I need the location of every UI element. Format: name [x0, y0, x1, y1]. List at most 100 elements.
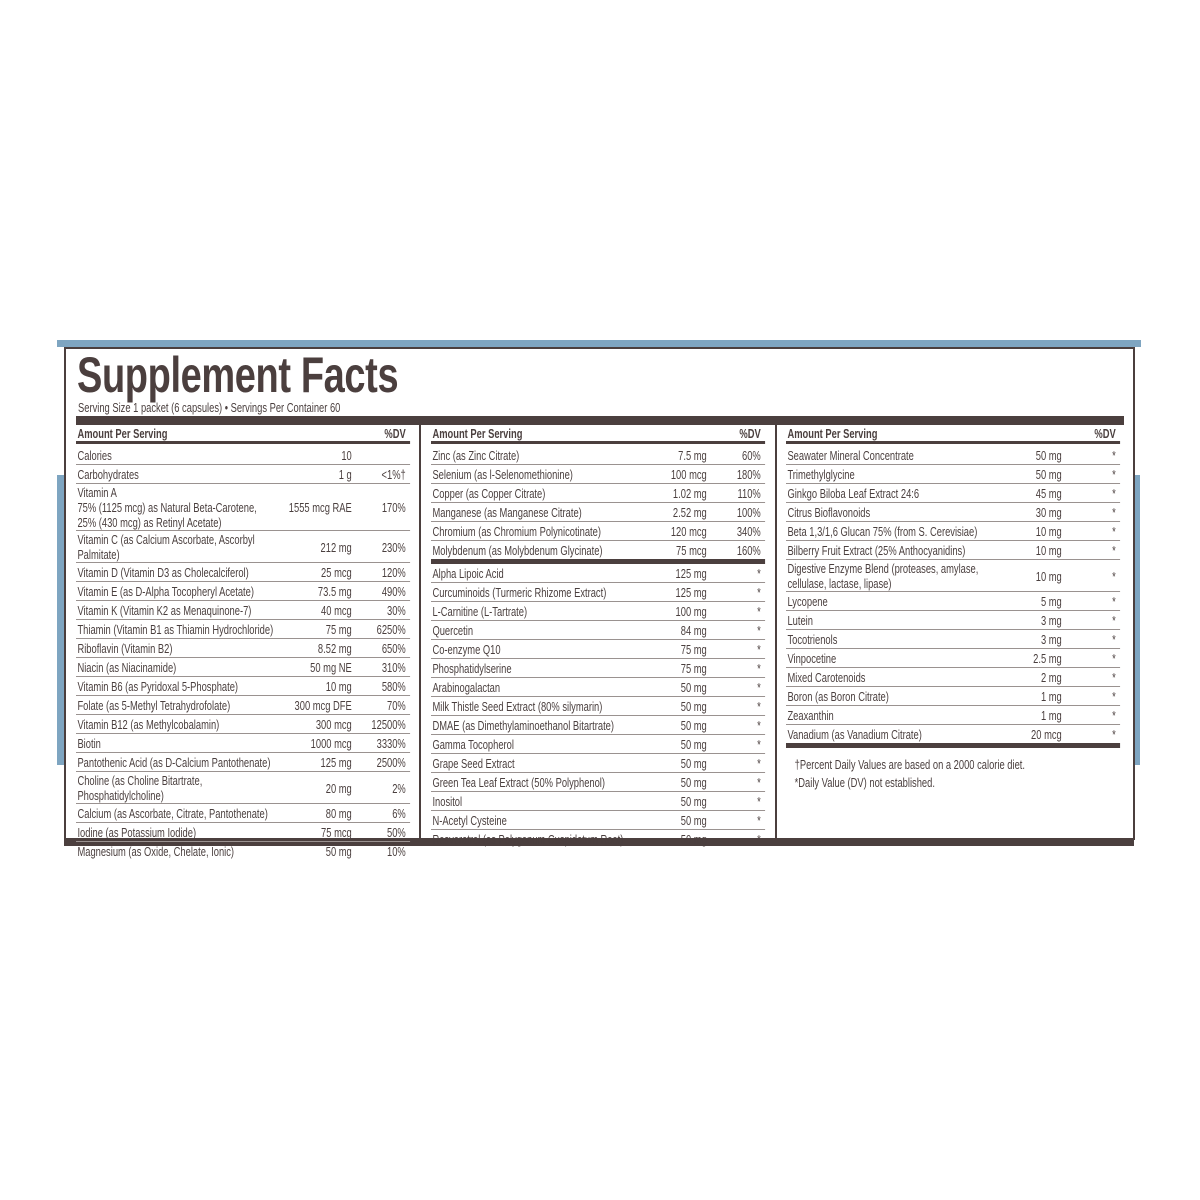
nutrient-dv: * — [1112, 594, 1116, 609]
nutrient-name: Co-enzyme Q10 — [432, 642, 501, 657]
nutrient-amount: 50 mg — [680, 794, 707, 809]
table-row: Green Tea Leaf Extract (50% Polyphenol) 5… — [431, 773, 766, 792]
table-row: Iodine (as Potassium Iodide) 75 mcg 50% — [76, 823, 411, 842]
table-row: Inositol 50 mg * — [431, 792, 766, 811]
nutrient-name: Gamma Tocopherol — [432, 737, 514, 752]
nutrient-name: Niacin (as Niacinamide) — [77, 660, 177, 675]
nutrient-dv: 110% — [737, 486, 761, 501]
facts-column-3: Amount Per Serving %DV Seawater Mineral Co… — [786, 425, 1121, 838]
nutrient-amount: 3 mg — [1040, 632, 1062, 647]
nutrient-amount: 212 mg — [320, 539, 352, 555]
table-row: Boron (as Boron Citrate) 1 mg * — [786, 687, 1121, 706]
nutrient-name: DMAE (as Dimethylaminoethanol Bitartrate… — [432, 718, 614, 733]
table-row: Digestive Enzyme Blend (proteases, amyla… — [786, 560, 1121, 592]
nutrient-name: Tocotrienols — [787, 632, 838, 647]
table-row: Alpha Lipoic Acid 125 mg * — [431, 564, 766, 583]
nutrient-dv: 120% — [381, 565, 406, 580]
nutrient-amount: 10 mg — [1035, 568, 1062, 584]
nutrient-name: Iodine (as Potassium Iodide) — [77, 825, 197, 840]
nutrient-amount: 50 mg — [680, 775, 707, 790]
nutrient-amount: 2 mg — [1040, 670, 1062, 685]
page-title: Supplement Facts — [77, 347, 399, 403]
table-row: Vitamin D (Vitamin D3 as Cholecalciferol… — [76, 563, 411, 582]
nutrient-name: Seawater Mineral Concentrate — [787, 448, 914, 463]
nutrient-group: Calories 10 Carbohydrates 1 g <1%† Vitamin A … — [76, 446, 411, 860]
nutrient-name: Digestive Enzyme Blend (proteases, amyla… — [787, 561, 979, 591]
nutrient-amount: 73.5 mg — [317, 584, 352, 599]
table-row: Curcuminoids (Turmeric Rhizome Extract) 1… — [431, 583, 766, 602]
nutrient-name: Folate (as 5-Methyl Tetrahydrofolate) — [77, 698, 231, 713]
nutrient-dv: * — [757, 718, 761, 733]
nutrient-amount: 125 mg — [675, 585, 707, 600]
nutrient-name: Vitamin B12 (as Methylcobalamin) — [77, 717, 220, 732]
nutrient-name: Magnesium (as Oxide, Chelate, Ionic) — [77, 844, 235, 859]
nutrient-dv: * — [757, 623, 761, 638]
table-row: Pantothenic Acid (as D-Calcium Pantothen… — [76, 753, 411, 772]
nutrient-group: Zinc (as Zinc Citrate) 7.5 mg 60% Selenium … — [431, 446, 766, 559]
nutrient-name: Boron (as Boron Citrate) — [787, 689, 889, 704]
table-row: Vitamin B6 (as Pyridoxal 5-Phosphate) 10 … — [76, 677, 411, 696]
table-row: Vitamin K (Vitamin K2 as Menaquinone-7) 4… — [76, 601, 411, 620]
nutrient-name: Vitamin E (as D-Alpha Tocopheryl Acetate… — [77, 584, 254, 599]
nutrient-dv: 180% — [736, 467, 761, 482]
nutrient-amount: 50 mg — [1035, 467, 1062, 482]
nutrient-name: Manganese (as Manganese Citrate) — [432, 505, 582, 520]
nutrient-amount: 50 mg — [1035, 448, 1062, 463]
nutrient-amount: 10 mg — [325, 679, 352, 694]
nutrient-name: Phosphatidylserine — [432, 661, 512, 676]
nutrient-dv: 2500% — [376, 755, 406, 770]
nutrient-amount: 120 mcg — [670, 524, 707, 539]
nutrient-dv: * — [757, 642, 761, 657]
table-row: Citrus Bioflavonoids 30 mg * — [786, 503, 1121, 522]
nutrient-dv: * — [757, 566, 761, 581]
nutrient-name: Beta 1,3/1,6 Glucan 75% (from S. Cerevis… — [787, 524, 978, 539]
table-row: Molybdenum (as Molybdenum Glycinate) 75 m… — [431, 541, 765, 559]
table-row: L-Carnitine (L-Tartrate) 100 mg * — [431, 602, 766, 621]
nutrient-name: Green Tea Leaf Extract (50% Polyphenol) — [432, 775, 606, 790]
supplement-facts-panel — [64, 347, 1135, 840]
nutrient-dv: 3330% — [376, 736, 406, 751]
nutrient-dv: 230% — [381, 539, 406, 555]
nutrient-name: Vanadium (as Vanadium Citrate) — [787, 727, 922, 742]
nutrient-amount: 84 mg — [680, 623, 707, 638]
nutrient-dv: * — [1112, 486, 1116, 501]
top-accent-band — [57, 340, 1141, 347]
nutrient-amount: 75 mg — [680, 661, 707, 676]
column-divider — [775, 425, 777, 838]
nutrient-dv: * — [1112, 670, 1116, 685]
nutrient-name: N-Acetyl Cysteine — [432, 813, 507, 828]
nutrient-amount: 5 mg — [1040, 594, 1062, 609]
table-row: Co-enzyme Q10 75 mg * — [431, 640, 766, 659]
nutrient-amount: 1 mg — [1040, 708, 1062, 723]
nutrient-amount: 50 mg — [680, 813, 707, 828]
nutrient-name: Quercetin — [432, 623, 474, 638]
nutrient-amount: 30 mg — [1035, 505, 1062, 520]
nutrient-amount: 50 mg — [680, 680, 707, 695]
table-row: Bilberry Fruit Extract (25% Anthocyanidi… — [786, 541, 1121, 560]
nutrient-amount: 10 — [341, 448, 352, 463]
table-row: Lutein 3 mg * — [786, 611, 1121, 630]
nutrient-amount: 80 mg — [325, 806, 352, 821]
nutrient-amount: 75 mcg — [321, 825, 352, 840]
table-row: Tocotrienols 3 mg * — [786, 630, 1121, 649]
column-divider — [419, 425, 421, 838]
table-row: Vitamin C (as Calcium Ascorbate, Ascorby… — [76, 531, 411, 563]
table-row: Gamma Tocopherol 50 mg * — [431, 735, 766, 754]
column-header: Amount Per Serving %DV — [76, 425, 411, 444]
nutrient-group: Alpha Lipoic Acid 125 mg * Curcuminoids (Tu… — [431, 559, 766, 848]
nutrient-dv: * — [1112, 632, 1116, 647]
nutrient-dv: * — [1112, 613, 1116, 628]
table-row: N-Acetyl Cysteine 50 mg * — [431, 811, 766, 830]
nutrient-name: Milk Thistle Seed Extract (80% silymarin… — [432, 699, 603, 714]
nutrient-amount: 25 mcg — [321, 565, 352, 580]
nutrient-dv: * — [1112, 651, 1116, 666]
nutrient-name: Resveratrol (as Polygonum Cuspidatum Roo… — [432, 832, 624, 847]
dv-label: %DV — [739, 426, 761, 441]
nutrient-dv: 650% — [381, 641, 406, 656]
amount-per-serving-label: Amount Per Serving — [77, 426, 168, 441]
nutrient-name: Lutein — [787, 613, 813, 628]
facts-column-2: Amount Per Serving %DV Zinc (as Zinc Citra… — [431, 425, 766, 847]
nutrient-dv: 580% — [381, 679, 406, 694]
table-row: Milk Thistle Seed Extract (80% silymarin… — [431, 697, 766, 716]
nutrient-name: Zinc (as Zinc Citrate) — [432, 448, 520, 463]
